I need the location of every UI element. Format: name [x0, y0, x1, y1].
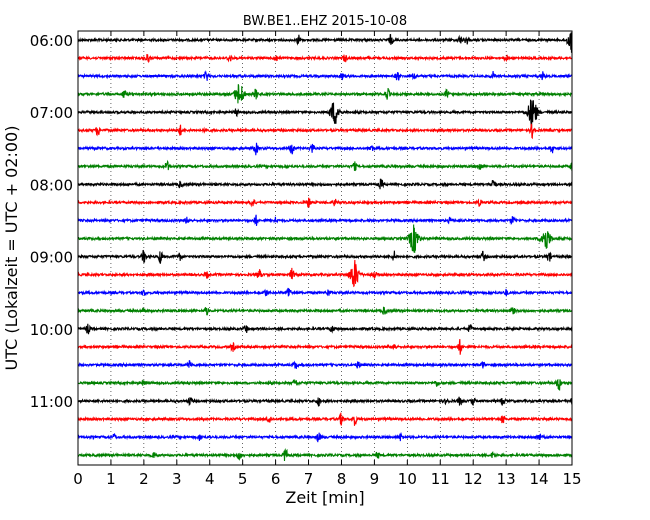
x-tick-label: 5: [238, 470, 248, 488]
y-tick-label: 08:00: [30, 176, 73, 194]
y-tick-label: 07:00: [30, 104, 73, 122]
seismic-trace: [77, 396, 573, 407]
seismic-trace: [77, 431, 573, 443]
seismic-trace: [77, 214, 573, 226]
seismic-trace: [77, 32, 573, 53]
x-tick-label: 0: [73, 470, 83, 488]
x-ticks: 0 1 2 3 4 5 6 7 8 9 10 11 12 13 14 15: [73, 31, 582, 488]
x-tick-label: 1: [106, 470, 116, 488]
seismic-trace: [77, 224, 573, 253]
seismic-trace: [77, 259, 573, 288]
seismic-trace: [77, 178, 573, 190]
seismic-trace: [77, 84, 573, 104]
x-tick-label: 3: [172, 470, 182, 488]
x-tick-label: 10: [398, 470, 417, 488]
x-tick-label: 8: [337, 470, 347, 488]
y-tick-label: 11:00: [30, 393, 73, 411]
seismic-trace: [77, 360, 573, 369]
seismic-trace: [77, 197, 573, 208]
x-tick-label: 4: [205, 470, 215, 488]
seismic-trace: [77, 99, 573, 129]
seismic-trace: [77, 70, 573, 81]
x-tick-label: 9: [370, 470, 380, 488]
y-ticks: 06:00 07:00 08:00 09:00 10:00 11:00: [30, 32, 83, 411]
seismic-trace: [77, 142, 573, 156]
seismic-trace: [77, 159, 573, 172]
y-tick-label: 06:00: [30, 32, 73, 50]
chart-title: BW.BE1..EHZ 2015-10-08: [243, 14, 407, 29]
seismic-trace: [77, 123, 573, 140]
x-tick-label: 15: [562, 470, 581, 488]
seismic-trace: [77, 412, 573, 426]
grid-lines: [110, 31, 540, 465]
seismic-trace: [77, 249, 573, 264]
seismic-trace: [77, 339, 573, 355]
y-tick-label: 10:00: [30, 321, 73, 339]
x-tick-label: 6: [271, 470, 281, 488]
seismic-trace: [77, 447, 573, 461]
x-axis-label: Zeit [min]: [285, 488, 364, 507]
seismic-trace: [77, 53, 572, 64]
x-tick-label: 7: [304, 470, 314, 488]
x-tick-label: 12: [464, 470, 483, 488]
seismic-trace: [77, 378, 573, 391]
x-tick-label: 2: [139, 470, 149, 488]
seismic-trace: [77, 306, 573, 316]
seismic-traces: [77, 32, 573, 461]
seismic-trace: [77, 287, 572, 297]
plot-frame: [77, 30, 573, 466]
y-axis-label: UTC (Lokalzeit = UTC + 02:00): [2, 126, 21, 371]
x-tick-label: 14: [530, 470, 549, 488]
seismic-trace: [77, 323, 573, 335]
x-tick-label: 13: [497, 470, 516, 488]
y-tick-label: 09:00: [30, 249, 73, 267]
x-tick-label: 11: [431, 470, 450, 488]
